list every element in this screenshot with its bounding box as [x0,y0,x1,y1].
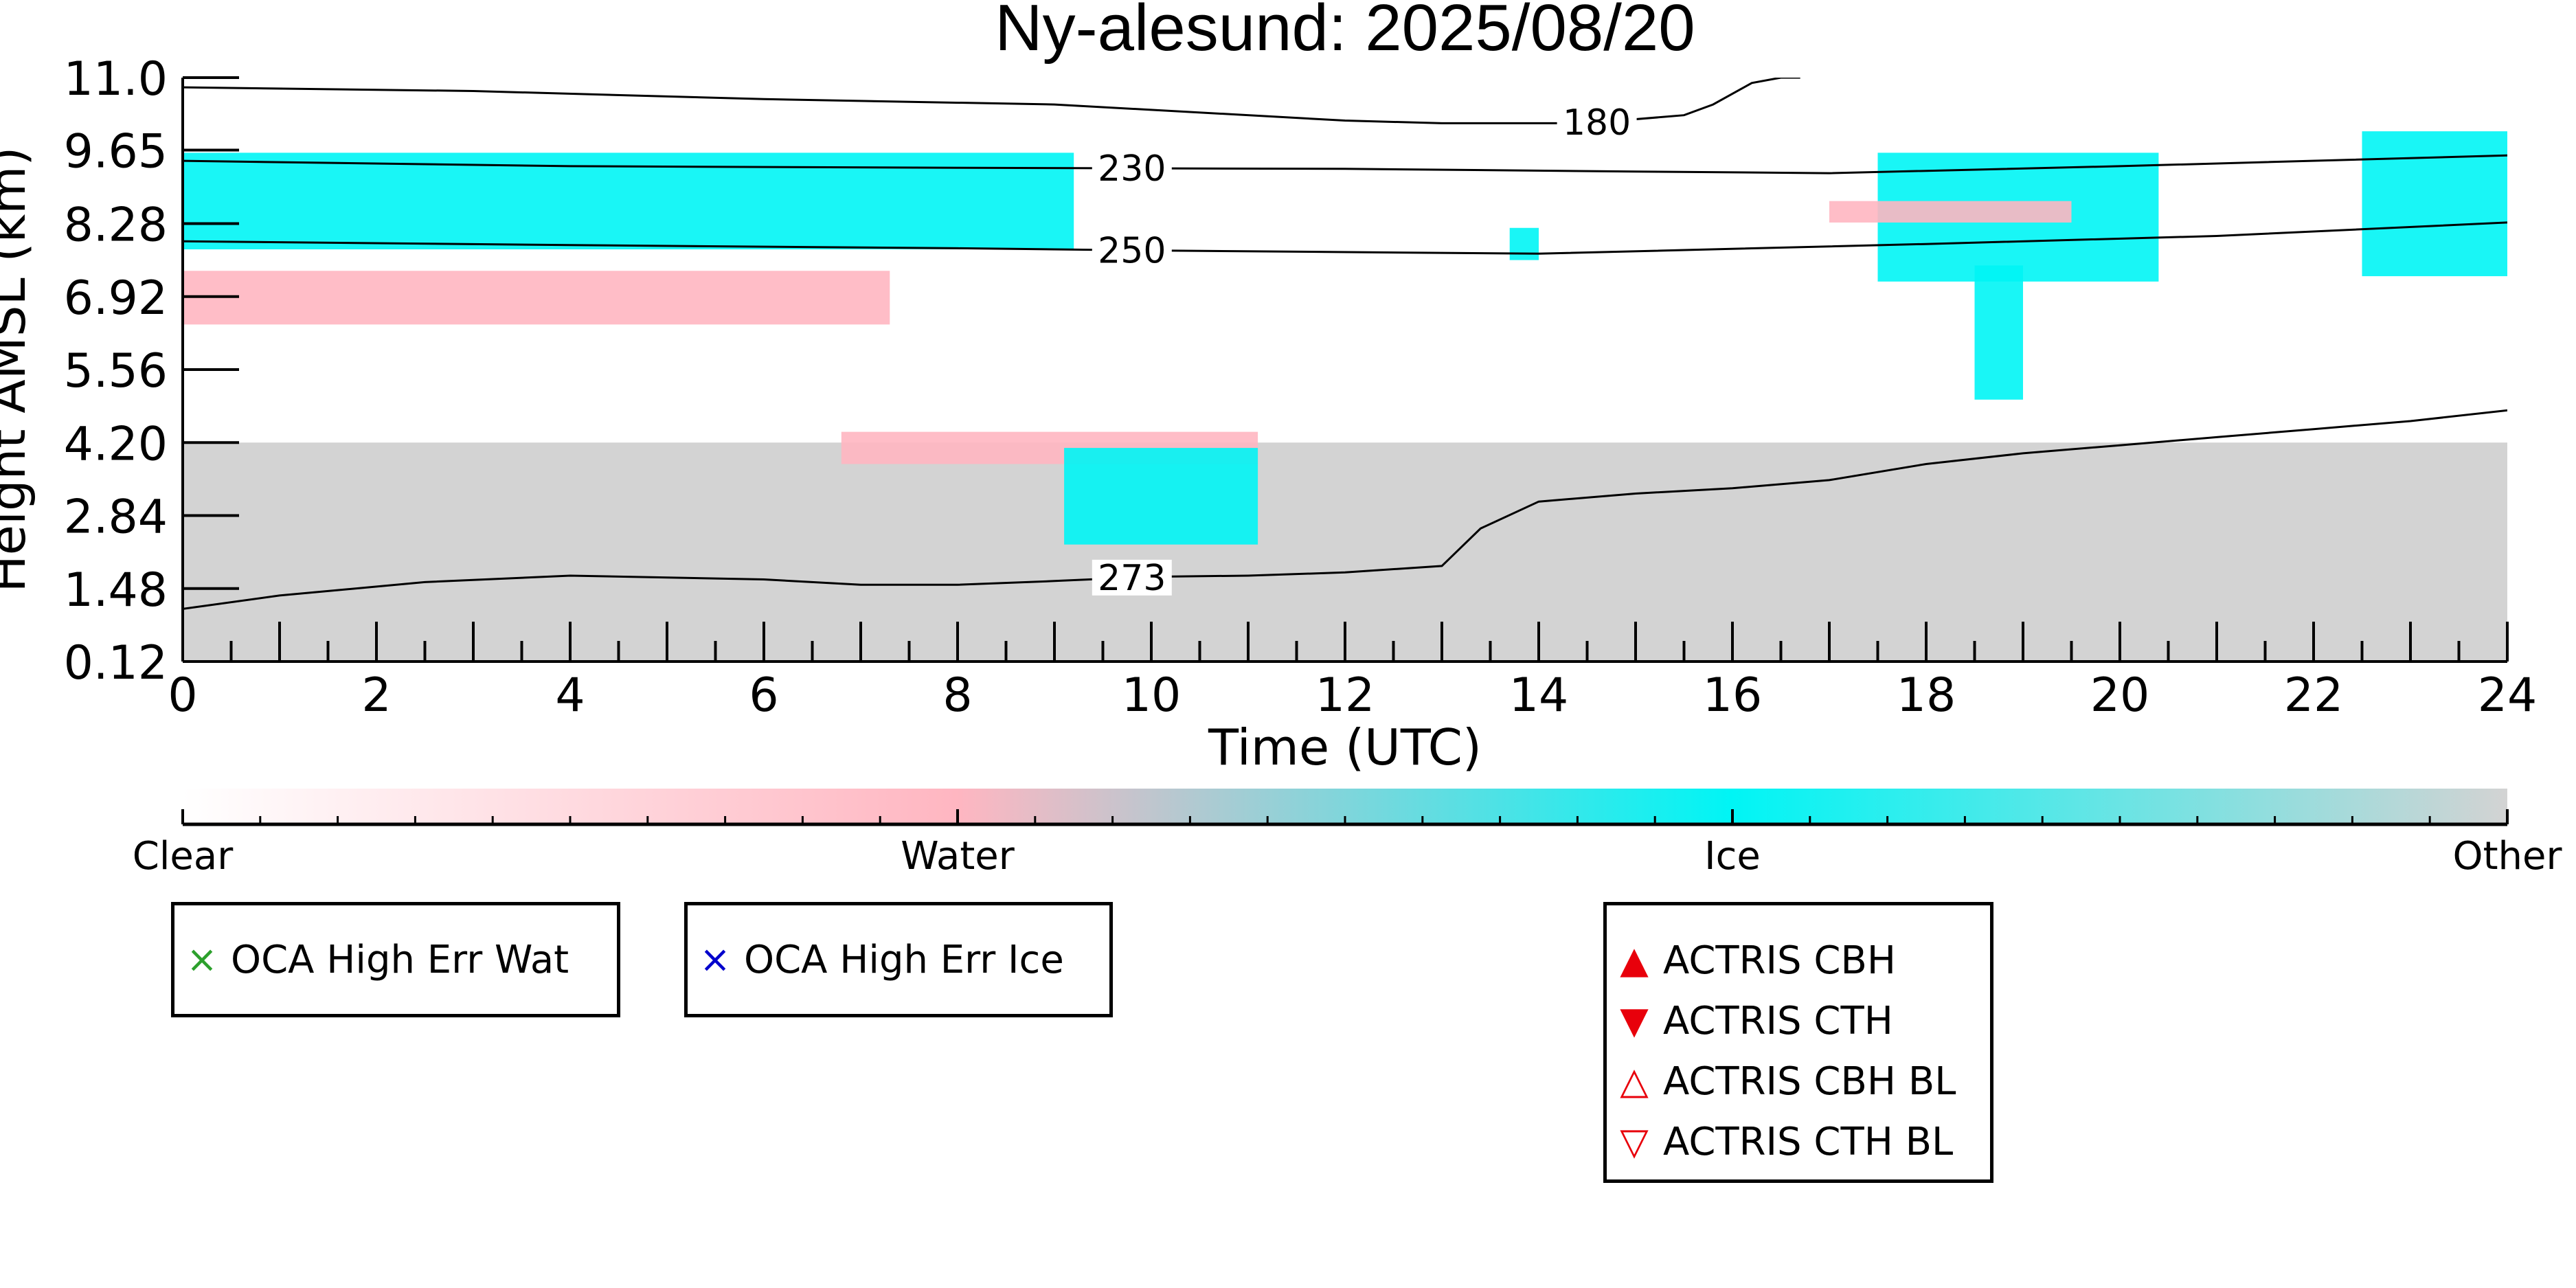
region-ice [2362,131,2507,277]
legend-entry: ▲ ACTRIS CBH [1615,930,1896,991]
legend-marker-icon: ▼ [1620,999,1649,1042]
legend-marker-icon: ▲ [1620,938,1649,982]
x-tick-label: 22 [2284,668,2344,723]
y-tick-label: 6.92 [64,271,168,326]
isotherm-label-273: 273 [1098,558,1166,599]
isotherm-label-bg [1557,104,1637,141]
y-tick-label: 5.56 [64,344,168,398]
x-tick-label: 12 [1315,668,1375,723]
legend-label: ACTRIS CBH BL [1663,1059,1956,1104]
legend-box: × OCA High Err Wat [171,902,620,1017]
x-tick-label: 20 [2090,668,2150,723]
x-tick-label: 24 [2478,668,2538,723]
legend-box: ▲ ACTRIS CBH ▼ ACTRIS CTH △ ACTRIS CBH BL ▽ ACT… [1603,902,1993,1183]
region-ice [183,152,1074,249]
isotherm-label-230: 230 [1098,148,1166,190]
isotherm-line-180 [183,78,1800,124]
legend-label: ACTRIS CBH [1663,938,1897,983]
region-ice [1064,448,1258,545]
y-tick-label: 8.28 [64,199,168,253]
legend-entry: △ ACTRIS CBH BL [1615,1051,1956,1111]
x-axis-label: Time (UTC) [1208,719,1482,776]
y-axis-label: Height AMSL (km) [0,147,36,593]
legend-entry: × OCA High Err Ice [696,929,1064,990]
isotherm-label-bg [1092,150,1172,186]
colorbar: Clear Water Ice Other [133,789,2562,879]
isotherm-label-250: 250 [1098,230,1166,271]
x-tick-label: 0 [168,668,197,723]
region-water [1829,201,2072,223]
isotherm-label-bg [1092,559,1172,596]
y-tick-label: 2.84 [64,490,168,545]
legend-label: OCA High Err Ice [744,937,1064,982]
legend-marker-icon: × [699,938,731,981]
legend-entry: ▼ ACTRIS CTH [1615,991,1893,1051]
colorbar-label-ice: Ice [1704,834,1761,879]
colorbar-label-clear: Clear [133,834,234,879]
colorbar-label-water: Water [901,834,1015,879]
region-ice [1509,227,1539,260]
plot-area: 2302502731800.121.482.844.205.566.928.28… [64,52,2538,723]
chart-title: Ny-alesund: 2025/08/20 [995,0,1695,65]
isotherm-line-230 [183,154,2507,174]
colorbar-label-other: Other [2452,834,2562,879]
legend-box: × OCA High Err Ice [684,902,1113,1017]
y-tick-label: 1.48 [64,563,168,618]
x-tick-label: 6 [749,668,778,723]
legend-label: ACTRIS CTH BL [1663,1119,1954,1164]
y-tick-label: 0.12 [64,636,168,690]
x-tick-label: 4 [555,668,585,723]
legend-entry: × OCA High Err Wat [183,929,569,990]
x-tick-label: 10 [1122,668,1182,723]
legend-marker-icon: ▽ [1620,1120,1649,1163]
legend-label: ACTRIS CTH [1663,998,1893,1043]
legend-label: OCA High Err Wat [231,937,569,982]
legend-marker-icon: △ [1620,1059,1649,1103]
x-tick-label: 18 [1897,668,1956,723]
isotherm-line-250 [183,221,2507,255]
y-tick-label: 9.65 [64,124,168,179]
region-ice [1974,265,2023,400]
legend-entry: ▽ ACTRIS CTH BL [1615,1111,1953,1172]
region-water [183,271,890,325]
y-tick-label: 4.20 [64,417,168,471]
classification-regions [183,131,2507,662]
x-tick-label: 14 [1509,668,1569,723]
x-tick-label: 16 [1703,668,1763,723]
legend-marker-icon: × [186,938,218,981]
isotherm-label-bg [1092,232,1172,269]
x-tick-label: 8 [942,668,972,723]
isotherm-line-273 [183,409,2507,610]
isotherm-label-180: 180 [1563,102,1631,144]
x-tick-label: 2 [361,668,391,723]
y-tick-label: 11.0 [64,52,168,106]
